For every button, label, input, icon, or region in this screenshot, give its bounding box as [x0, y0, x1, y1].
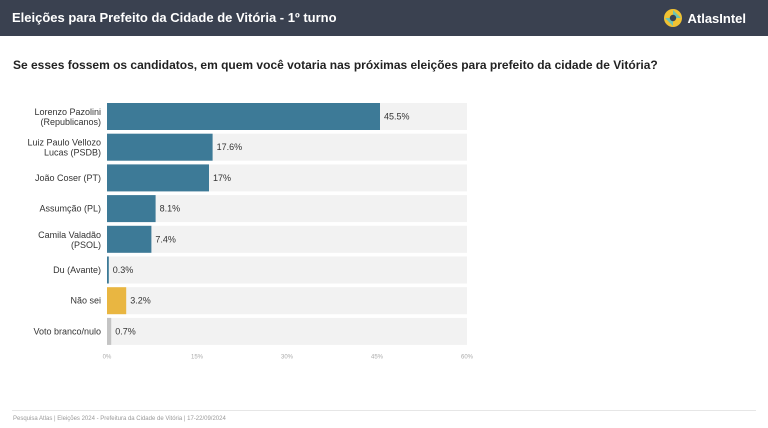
bar [107, 103, 380, 130]
category-label: Não sei [70, 296, 101, 306]
bar [107, 287, 127, 315]
bar [107, 225, 152, 253]
data-label: 45.5% [384, 112, 410, 122]
x-tick-label: 60% [461, 355, 474, 361]
category-label: João Coser (PT) [35, 173, 101, 183]
bar-chart: 45.5% Lorenzo Pazolini (Republicanos) 17.6%… [27, 103, 474, 361]
category-label-line: (PSOL) [71, 240, 101, 250]
bar-track [107, 287, 467, 315]
category-label-line: Não sei [70, 296, 101, 306]
bar-track [107, 225, 467, 253]
page-title: Eleições para Prefeito da Cidade de Vitó… [12, 10, 337, 25]
atlasintel-logo-icon [664, 9, 683, 27]
category-label-line: Camila Valadão [38, 230, 101, 240]
data-label: 3.2% [130, 296, 151, 306]
bar [107, 195, 156, 223]
survey-question: Se esses fossem os candidatos, em quem v… [13, 58, 658, 72]
brand: AtlasIntel [663, 7, 746, 29]
bar-track [107, 256, 467, 284]
x-tick-label: 45% [371, 355, 384, 361]
category-label-line: Luiz Paulo Vellozo [27, 138, 101, 148]
header-bar: Eleições para Prefeito da Cidade de Vitó… [0, 0, 768, 36]
category-label: Du (Avante) [53, 265, 101, 275]
data-label: 8.1% [160, 204, 181, 214]
category-label-line: Assumção (PL) [39, 204, 101, 214]
bar-track [107, 317, 467, 345]
data-label: 0.3% [113, 265, 134, 275]
data-label: 7.4% [155, 234, 176, 244]
category-label: Camila Valadão (PSOL) [38, 230, 101, 250]
x-tick-label: 15% [191, 355, 204, 361]
category-label-line: Voto branco/nulo [33, 326, 101, 336]
category-label: Luiz Paulo Vellozo Lucas (PSDB) [27, 138, 101, 158]
brand-name: AtlasIntel [687, 10, 746, 26]
category-label-line: Lucas (PSDB) [44, 148, 101, 158]
category-label: Voto branco/nulo [33, 326, 101, 336]
x-tick-label: 0% [103, 355, 112, 361]
bar [107, 317, 112, 345]
category-label-line: Lorenzo Pazolini [34, 107, 101, 117]
data-label: 17.6% [217, 142, 243, 152]
category-label-line: Du (Avante) [53, 265, 101, 275]
x-tick-label: 30% [281, 355, 294, 361]
category-label-line: (Republicanos) [40, 117, 101, 127]
footer-source: Pesquisa Atlas | Eleições 2024 - Prefeit… [13, 416, 226, 422]
bar-track [107, 195, 467, 223]
bar [107, 164, 209, 192]
footer-divider [12, 410, 756, 411]
category-label: Lorenzo Pazolini (Republicanos) [34, 107, 101, 127]
category-label: Assumção (PL) [39, 204, 101, 214]
category-label-line: João Coser (PT) [35, 173, 101, 183]
data-label: 17% [213, 173, 231, 183]
data-label: 0.7% [115, 326, 136, 336]
bar [107, 256, 109, 284]
bar [107, 133, 213, 161]
